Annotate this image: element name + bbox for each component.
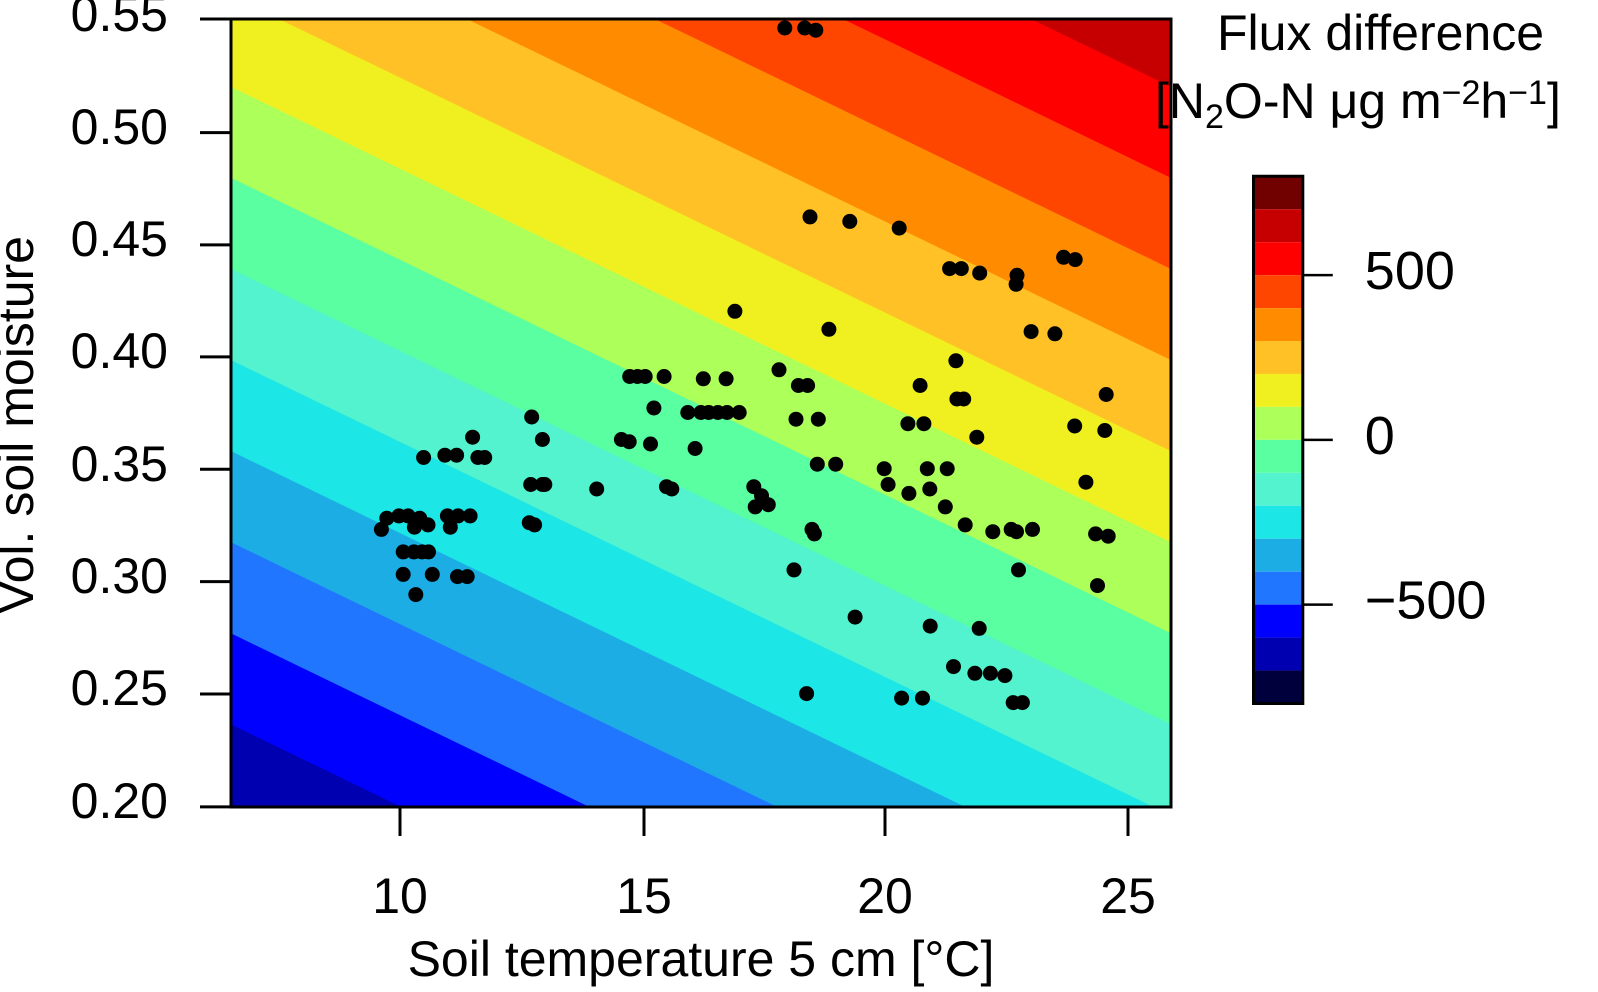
- svg-text:0.55: 0.55: [71, 0, 168, 42]
- svg-text:[N2O-N μg m−2h−1]: [N2O-N μg m−2h−1]: [1155, 73, 1561, 136]
- svg-text:500: 500: [1365, 241, 1455, 301]
- svg-text:0.30: 0.30: [71, 548, 168, 604]
- svg-text:−500: −500: [1365, 571, 1487, 631]
- svg-text:25: 25: [1100, 868, 1156, 924]
- svg-text:0.20: 0.20: [71, 773, 168, 829]
- svg-text:0.35: 0.35: [71, 436, 168, 492]
- svg-text:Soil temperature 5 cm [°C]: Soil temperature 5 cm [°C]: [408, 931, 995, 987]
- svg-text:Vol. soil moisture: Vol. soil moisture: [0, 236, 44, 614]
- svg-text:15: 15: [616, 868, 672, 924]
- svg-text:20: 20: [857, 868, 913, 924]
- svg-text:0.50: 0.50: [71, 99, 168, 155]
- svg-text:0.45: 0.45: [71, 211, 168, 267]
- svg-text:10: 10: [372, 868, 428, 924]
- svg-text:0: 0: [1365, 406, 1395, 466]
- svg-text:Flux difference: Flux difference: [1217, 5, 1544, 61]
- svg-text:0.40: 0.40: [71, 323, 168, 379]
- svg-text:0.25: 0.25: [71, 660, 168, 716]
